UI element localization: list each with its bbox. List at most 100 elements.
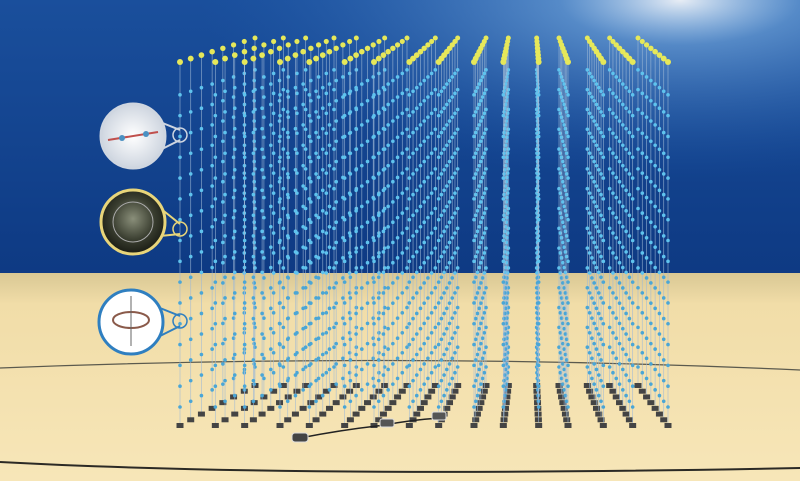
optical-module: [649, 119, 653, 123]
anchor: [241, 423, 249, 428]
optical-module: [414, 393, 419, 398]
buoy: [177, 59, 183, 65]
optical-module: [433, 246, 438, 250]
optical-module: [502, 399, 506, 404]
optical-module: [450, 316, 455, 320]
optical-module: [653, 123, 657, 127]
optical-module: [450, 276, 455, 280]
optical-module: [439, 358, 444, 362]
optical-module: [391, 98, 395, 103]
optical-module: [348, 192, 353, 197]
optical-module: [480, 75, 485, 79]
optical-module: [242, 384, 247, 388]
optical-module: [391, 240, 395, 245]
optical-module: [260, 126, 264, 131]
optical-module: [649, 179, 653, 184]
optical-module: [447, 321, 452, 326]
optical-module: [445, 82, 449, 86]
optical-module: [278, 134, 282, 139]
optical-module: [607, 345, 612, 349]
optical-module: [445, 163, 449, 168]
optical-module: [376, 316, 381, 321]
optical-module: [221, 240, 225, 245]
optical-module: [596, 209, 601, 213]
optical-module: [475, 188, 480, 193]
optical-module: [372, 301, 376, 305]
optical-module: [278, 384, 282, 388]
optical-module: [188, 358, 193, 362]
optical-module: [414, 229, 419, 234]
anchor: [208, 405, 216, 411]
optical-module: [627, 110, 632, 114]
optical-module: [447, 362, 452, 366]
optical-module: [484, 266, 488, 270]
optical-module: [320, 209, 325, 213]
buoy: [300, 48, 306, 55]
optical-module: [365, 382, 370, 386]
optical-module: [657, 332, 662, 336]
optical-module: [341, 235, 345, 240]
optical-module: [447, 159, 452, 164]
optical-module: [640, 350, 645, 355]
optical-module: [376, 234, 381, 238]
optical-module: [371, 75, 376, 79]
buoy: [313, 55, 319, 62]
optical-module: [661, 110, 666, 114]
optical-module: [482, 331, 487, 335]
optical-module: [260, 373, 264, 377]
optical-module: [561, 341, 565, 346]
optical-module: [601, 113, 606, 118]
optical-module: [210, 326, 214, 331]
optical-module: [348, 254, 353, 259]
optical-module: [293, 106, 298, 110]
optical-module: [502, 192, 506, 197]
optical-module: [558, 331, 563, 335]
optical-module: [596, 373, 601, 377]
optical-module: [334, 139, 338, 144]
optical-module: [252, 240, 256, 245]
optical-module: [429, 350, 434, 355]
optical-module: [307, 197, 312, 201]
optical-module: [360, 123, 364, 127]
optical-module: [429, 151, 434, 156]
optical-module: [242, 280, 247, 284]
optical-module: [482, 131, 487, 136]
optical-module: [621, 347, 625, 351]
optical-module: [334, 98, 338, 103]
optical-module: [436, 113, 441, 118]
optical-module: [559, 215, 564, 220]
optical-module: [611, 171, 615, 175]
optical-module: [188, 151, 193, 156]
optical-module: [644, 75, 649, 79]
optical-module: [587, 111, 592, 116]
optical-module: [624, 229, 628, 234]
optical-module: [210, 388, 214, 392]
optical-module: [251, 172, 256, 176]
optical-module: [293, 229, 298, 234]
optical-module: [327, 388, 332, 392]
optical-module: [221, 139, 225, 144]
optical-module: [285, 254, 290, 259]
optical-module: [436, 301, 441, 305]
anchor: [612, 394, 620, 400]
optical-module: [447, 281, 452, 285]
optical-module: [271, 311, 276, 315]
optical-module: [627, 296, 632, 300]
optical-module: [232, 393, 237, 398]
optical-module: [594, 347, 599, 351]
optical-module: [636, 365, 640, 369]
optical-module: [278, 113, 282, 118]
optical-module: [592, 159, 596, 164]
anchor: [369, 394, 377, 400]
optical-module: [557, 167, 561, 171]
optical-module: [479, 78, 483, 83]
optical-module: [341, 296, 345, 300]
optical-module: [210, 265, 214, 270]
optical-module: [354, 270, 358, 275]
optical-module: [242, 93, 247, 97]
optical-module: [386, 306, 390, 311]
optical-module: [262, 296, 266, 300]
optical-module: [561, 260, 565, 265]
optical-module: [221, 200, 225, 204]
optical-module: [314, 337, 318, 342]
